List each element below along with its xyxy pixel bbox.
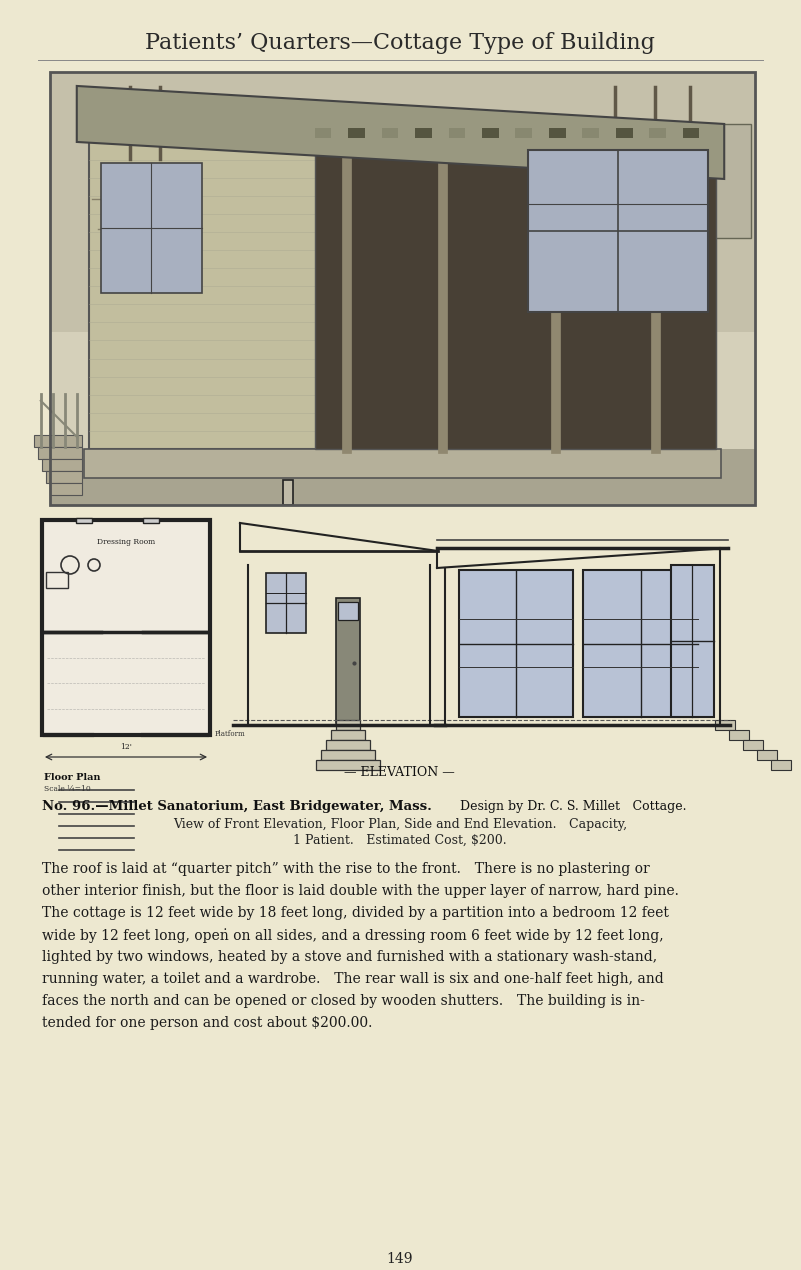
Text: The roof is laid at “quarter pitch” with the rise to the front. There is no plas: The roof is laid at “quarter pitch” with… xyxy=(42,862,650,876)
Text: — ELEVATION —: — ELEVATION — xyxy=(344,767,454,780)
Bar xyxy=(84,448,721,478)
Bar xyxy=(46,471,82,483)
Text: lighted by two windows, heated by a stove and furnished with a stationary wash-s: lighted by two windows, heated by a stov… xyxy=(42,950,657,964)
Bar xyxy=(771,759,791,770)
Bar xyxy=(316,759,380,770)
Bar xyxy=(34,434,82,447)
Text: Dressing Room: Dressing Room xyxy=(97,538,155,546)
Bar xyxy=(682,128,699,138)
Text: View of Front Elevation, Floor Plan, Side and End Elevation. Capacity,: View of Front Elevation, Floor Plan, Sid… xyxy=(173,818,627,831)
Bar xyxy=(670,565,714,718)
Bar xyxy=(459,570,574,718)
Text: wide by 12 feet long, opeṅ on all sides, and a dressing room 6 feet wide by 12 : wide by 12 feet long, opeṅ on all sides… xyxy=(42,928,663,942)
Bar xyxy=(50,483,82,495)
Bar xyxy=(482,128,499,138)
Text: No. 96.—Millet Sanatorium, East Bridgewater, Mass.: No. 96.—Millet Sanatorium, East Bridgewa… xyxy=(42,800,432,813)
Text: running water, a toilet and a wardrobe. The rear wall is six and one-half feet h: running water, a toilet and a wardrobe. … xyxy=(42,972,664,986)
Bar xyxy=(46,572,68,588)
Bar xyxy=(528,150,708,312)
Bar xyxy=(336,720,360,730)
Bar xyxy=(691,124,751,237)
Bar xyxy=(101,163,202,293)
Text: Floor Plan: Floor Plan xyxy=(44,773,100,782)
Bar xyxy=(42,519,210,735)
Bar xyxy=(338,602,358,620)
Bar xyxy=(50,72,755,505)
Text: 149: 149 xyxy=(387,1252,413,1266)
Bar xyxy=(743,740,763,751)
Text: The cottage is 12 feet wide by 18 feet long, divided by a partition into a bedro: The cottage is 12 feet wide by 18 feet l… xyxy=(42,906,669,919)
Bar xyxy=(38,447,82,458)
Bar xyxy=(336,598,360,723)
Bar xyxy=(757,751,777,759)
Text: other interior finish, but the floor is laid double with the upper layer of narr: other interior finish, but the floor is … xyxy=(42,884,679,898)
Bar xyxy=(50,72,755,505)
Bar xyxy=(89,124,716,448)
Bar xyxy=(650,128,666,138)
Bar xyxy=(321,751,375,759)
Text: tended for one person and cost about $200.00.: tended for one person and cost about $20… xyxy=(42,1016,372,1030)
Bar xyxy=(331,730,365,740)
Text: Platform: Platform xyxy=(215,730,246,738)
Bar xyxy=(415,128,432,138)
Bar xyxy=(515,128,532,138)
Bar xyxy=(449,128,465,138)
Bar xyxy=(549,128,566,138)
Bar xyxy=(143,518,159,523)
Bar xyxy=(283,480,293,505)
Polygon shape xyxy=(77,86,724,179)
Text: faces the north and can be opened or closed by wooden shutters. The building is : faces the north and can be opened or clo… xyxy=(42,994,645,1008)
Bar xyxy=(582,128,599,138)
Bar xyxy=(50,331,755,505)
Bar xyxy=(76,518,92,523)
Bar xyxy=(715,720,735,730)
Text: Patients’ Quarters—Cottage Type of Building: Patients’ Quarters—Cottage Type of Build… xyxy=(145,32,655,55)
Text: 1 Patient. Estimated Cost, $200.: 1 Patient. Estimated Cost, $200. xyxy=(293,834,507,847)
Bar xyxy=(616,128,633,138)
Bar xyxy=(348,128,364,138)
Bar xyxy=(315,126,716,448)
Bar xyxy=(42,458,82,471)
Bar xyxy=(50,448,755,505)
Bar xyxy=(266,573,306,632)
Bar xyxy=(381,128,398,138)
Bar xyxy=(729,730,749,740)
Text: 12': 12' xyxy=(120,743,132,751)
Text: Scale ¼=10: Scale ¼=10 xyxy=(44,785,91,792)
Bar xyxy=(315,128,332,138)
Text: Design by Dr. C. S. Millet Cottage.: Design by Dr. C. S. Millet Cottage. xyxy=(452,800,686,813)
Bar xyxy=(583,570,698,718)
Bar xyxy=(326,740,370,751)
